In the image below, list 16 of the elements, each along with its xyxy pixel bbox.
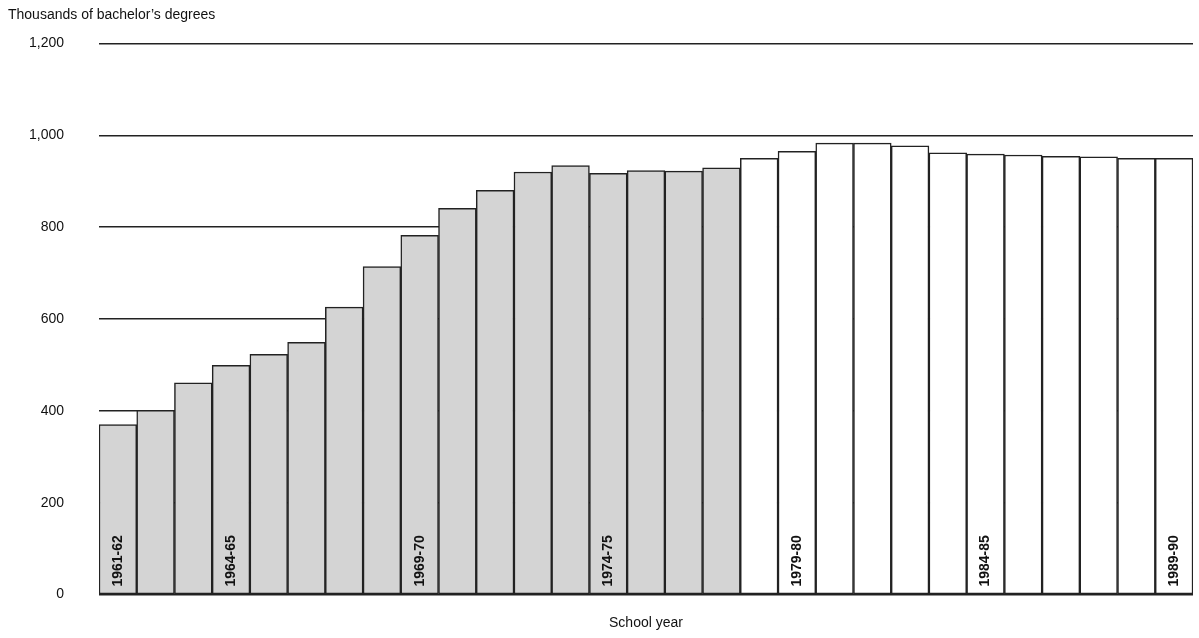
y-tick-label: 200 [40, 493, 65, 510]
y-tick-label: 1,000 [28, 126, 65, 143]
x-tick-label: 1974-75 [599, 535, 616, 587]
x-axis-title: School year [609, 613, 684, 630]
x-tick-label: 1961-62 [108, 535, 125, 587]
y-axis-title: Thousands of bachelor’s degrees [8, 5, 216, 22]
y-tick-label: 1,200 [28, 34, 65, 51]
y-tick-label: 800 [40, 217, 65, 234]
x-tick-label: 1989-90 [1165, 535, 1181, 587]
y-tick-label: 0 [56, 585, 65, 602]
y-tick-label: 600 [40, 309, 65, 326]
x-tick-label: 1964-65 [221, 535, 238, 587]
x-tick-label: 1984-85 [976, 535, 993, 587]
x-tick-label: 1969-70 [410, 535, 427, 587]
x-tick-label: 1979-80 [787, 535, 804, 587]
y-tick-label: 400 [40, 401, 65, 418]
